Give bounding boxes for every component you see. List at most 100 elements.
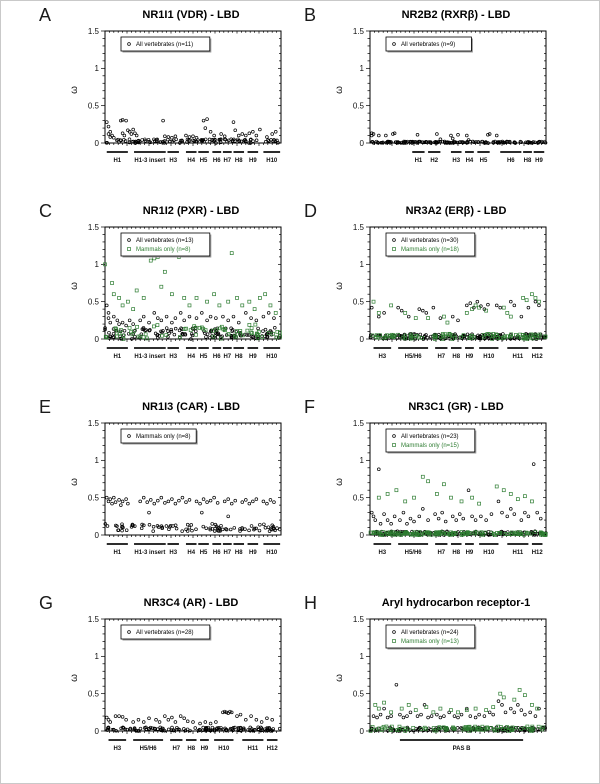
legend-entry-label: Mammals only (n=15) [401, 443, 459, 449]
panel-letter: D [304, 201, 318, 221]
data-points [103, 243, 282, 341]
panel-letter: A [39, 5, 52, 25]
y-tick-label: 0.5 [353, 493, 365, 502]
panel-F: F NR3C1 (GR) - LBD 1.5 1 0.5 0 ω H3 H5/H6 H7 H8 H9 H… [296, 393, 566, 589]
domain-label: H1-3 insert [134, 158, 165, 164]
panel-letter: G [39, 593, 54, 613]
panel-title: Aryl hydrocarbon receptor-1 [381, 597, 531, 609]
domain-label: H8 [452, 354, 460, 360]
domain-label: H3 [378, 354, 386, 360]
panel-letter: E [39, 397, 52, 417]
domain-label: H1 [113, 354, 121, 360]
domain-label: H3 [169, 354, 177, 360]
domain-label: H6 [507, 158, 515, 164]
y-tick-label: 1 [360, 260, 365, 269]
legend-entry-label: All vertebrates (n=28) [136, 630, 194, 636]
legend: All vertebrates (n=11) [120, 36, 212, 53]
panel-G: G NR3C4 (AR) - LBD 1.5 1 0.5 0 ω H3 H5/H6 H7 H8 H9 H… [31, 589, 301, 783]
legend: All vertebrates (n=23) Mammals only (n=15… [385, 428, 477, 454]
domain-label: H8 [235, 158, 243, 164]
domain-label: H10 [218, 746, 230, 752]
data-points [370, 131, 548, 145]
panel-letter: C [39, 201, 53, 221]
y-axis-label: ω [69, 674, 80, 682]
legend-entry-label: All vertebrates (n=9) [401, 42, 455, 48]
data-points [103, 495, 282, 533]
panel-A: A NR1I1 (VDR) - LBD 1.5 1 0.5 0 ω H1 H1-3 insert… [31, 1, 301, 197]
domain-label: H5/H6 [405, 354, 423, 360]
y-tick-label: 1 [360, 652, 365, 661]
y-tick-label: 1.5 [88, 223, 100, 232]
domain-label: H9 [249, 550, 257, 556]
scatter-plot: 1.5 1 0.5 0 ω H1 H1-3 insert H3 H4 H5 H6 H7 H8 H9 H10 A… [69, 27, 282, 164]
data-points [105, 709, 282, 733]
data-points [368, 682, 547, 733]
legend-box [120, 36, 211, 52]
legend-entry-label: Mammals only (n=8) [136, 434, 191, 440]
y-tick-label: 0 [95, 531, 100, 540]
panel-E: E NR1I3 (CAR) - LBD 1.5 1 0.5 0 ω H1 H1-3 insert… [31, 393, 301, 589]
domain-label: H6 [213, 550, 221, 556]
domain-label: H7 [223, 550, 231, 556]
scatter-plot: 1.5 1 0.5 0 ω H3 H5/H6 H7 H8 H9 H10 H11 H12 All verte… [334, 223, 548, 360]
y-tick-label: 1.5 [353, 419, 365, 428]
y-tick-label: 1.5 [88, 27, 100, 36]
domain-label: H9 [466, 354, 474, 360]
domain-label: H9 [535, 158, 543, 164]
panel-D: D NR3A2 (ERβ) - LBD 1.5 1 0.5 0 ω H3 H5/H6 H7 H8 H9… [296, 197, 566, 393]
legend-box [385, 624, 476, 649]
y-tick-label: 0.5 [353, 689, 365, 698]
panel-title: NR3C4 (AR) - LBD [143, 597, 239, 609]
scatter-plot: 1.5 1 0.5 0 ω H3 H5/H6 H7 H8 H9 H10 H11 H12 All verte… [69, 615, 282, 752]
domain-label: H5 [200, 550, 208, 556]
y-tick-label: 1.5 [353, 27, 365, 36]
y-tick-label: 1 [95, 260, 100, 269]
scatter-plot: 1.5 1 0.5 0 ω H3 H5/H6 H7 H8 H9 H10 H11 H12 All verte… [334, 419, 548, 556]
panel-title: NR2B2 (RXRβ) - LBD [401, 9, 511, 21]
domain-label: H9 [249, 354, 257, 360]
domain-label: H1 [113, 550, 121, 556]
domain-label: H4 [187, 354, 195, 360]
legend-box [385, 428, 476, 453]
domain-label: H1-3 insert [134, 354, 165, 360]
domain-label: H1-3 insert [134, 550, 165, 556]
domain-label: H5 [480, 158, 488, 164]
domain-label: H9 [249, 158, 257, 164]
legend-entry-label: All vertebrates (n=11) [136, 42, 193, 48]
domain-label: H10 [266, 158, 278, 164]
y-tick-label: 1.5 [88, 419, 100, 428]
y-tick-label: 1 [95, 652, 100, 661]
y-tick-label: 0 [360, 139, 365, 148]
y-axis-label: ω [334, 86, 345, 94]
y-tick-label: 0.5 [353, 101, 365, 110]
panel-C: C NR1I2 (PXR) - LBD 1.5 1 0.5 0 ω H1 H1-3 insert… [31, 197, 301, 393]
y-axis-label: ω [334, 478, 345, 486]
legend-entry-label: All vertebrates (n=23) [401, 434, 459, 440]
legend-box [120, 232, 211, 257]
legend-box [385, 36, 472, 52]
legend: All vertebrates (n=30) Mammals only (n=18… [385, 232, 477, 258]
domain-label: H4 [187, 550, 195, 556]
y-tick-label: 0 [360, 335, 365, 344]
domain-label: PAS B [453, 746, 472, 752]
legend: All vertebrates (n=9) [385, 36, 473, 53]
scatter-plot: 1.5 1 0.5 0 ω H1 H2 H3 H4 H5 H6 H8 H9 All vertebrates… [334, 27, 548, 164]
domain-label: H12 [267, 746, 279, 752]
scatter-plot: 1.5 1 0.5 0 ω PAS B All vertebrates (n=24) Mamm… [334, 615, 547, 752]
panel-title: NR3A2 (ERβ) - LBD [405, 205, 507, 217]
domain-label: H12 [532, 354, 544, 360]
legend-box [120, 428, 197, 444]
scatter-plot: 1.5 1 0.5 0 ω H1 H1-3 insert H3 H4 H5 H6 H7 H8 H9 H10 M… [69, 419, 282, 556]
domain-label: H10 [266, 550, 278, 556]
y-tick-label: 1 [360, 456, 365, 465]
y-tick-label: 1 [360, 64, 365, 73]
domain-label: H7 [172, 746, 180, 752]
legend-box [120, 624, 211, 640]
domain-label: H8 [524, 158, 532, 164]
domain-label: H5 [200, 354, 208, 360]
data-points [368, 292, 548, 341]
y-axis-label: ω [334, 674, 345, 682]
legend-entry-label: All vertebrates (n=13) [136, 238, 194, 244]
panel-letter: H [304, 593, 318, 613]
